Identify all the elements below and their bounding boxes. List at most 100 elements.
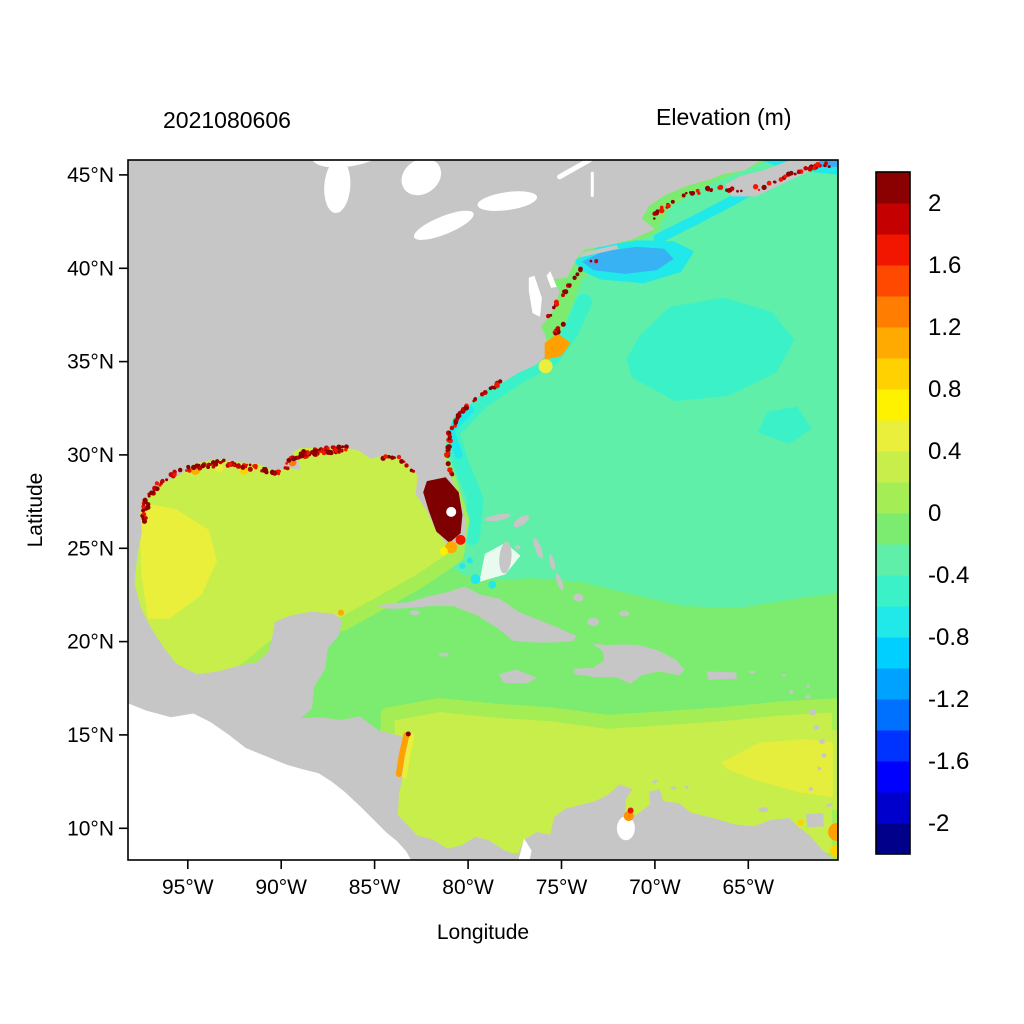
small-island <box>670 786 677 790</box>
small-island <box>821 753 827 758</box>
speckle <box>572 275 577 280</box>
speckle <box>736 189 739 193</box>
florida-yellow-spot <box>439 547 448 556</box>
speckle <box>445 449 448 452</box>
lake-maracaibo <box>616 816 635 841</box>
speckle <box>146 502 151 507</box>
gulf-of-uraba <box>518 838 532 860</box>
speckle <box>301 449 306 454</box>
colorbar-segment <box>876 761 910 793</box>
colorbar-tick-label: -0.8 <box>928 624 969 651</box>
speckle <box>186 464 191 469</box>
speckle <box>578 267 583 272</box>
small-island <box>513 515 530 528</box>
florida-orange-spot <box>445 541 458 554</box>
small-island <box>808 787 814 791</box>
cuba <box>375 586 577 643</box>
colorbar-segment <box>876 513 910 545</box>
small-island <box>485 513 511 522</box>
colorbar-tick-label: -1.2 <box>928 686 969 713</box>
colorbar: 2 1.6 1.2 0.8 0.4 0 -0.4 -0.8 -1.2 -1.6 -2 <box>875 171 969 855</box>
lake-okeechobee <box>446 506 457 517</box>
speckle <box>336 444 342 450</box>
speckle <box>783 174 788 179</box>
speckle <box>670 199 675 204</box>
speckle <box>328 450 334 456</box>
speckle <box>142 502 146 506</box>
hatteras-yellow-fringe <box>538 359 553 374</box>
speckle <box>704 185 711 192</box>
small-island <box>819 739 826 744</box>
speckle <box>299 453 305 459</box>
speckle <box>262 467 268 473</box>
speckle <box>141 514 145 519</box>
small-island <box>548 554 556 571</box>
speckle <box>447 451 451 455</box>
speckle <box>654 210 659 216</box>
speckle <box>387 454 391 459</box>
y-tick-label: 45°N <box>67 164 114 187</box>
speckle <box>144 516 148 520</box>
colorbar-segment <box>876 668 910 700</box>
hispaniola <box>573 643 685 684</box>
colorbar-segment <box>876 606 910 638</box>
x-axis-label: Longitude <box>436 921 530 944</box>
speckle <box>453 420 458 425</box>
colorbar-tick-label: -0.4 <box>928 562 969 589</box>
map-layers <box>128 160 838 860</box>
speckle <box>824 161 828 166</box>
speckle <box>152 490 155 494</box>
small-island <box>749 670 756 674</box>
speckle <box>447 430 452 435</box>
small-island <box>758 807 769 813</box>
speckle <box>399 458 405 464</box>
x-tick-label: 70°W <box>629 876 681 899</box>
colorbar-title: Elevation (m) <box>656 104 792 130</box>
speckle <box>197 463 201 467</box>
speckle <box>552 305 556 309</box>
speckle <box>177 467 183 473</box>
speckle <box>709 188 713 193</box>
nicaragua-orange-strip <box>395 731 410 778</box>
y-tick-label: 15°N <box>67 724 114 747</box>
small-island <box>533 537 543 559</box>
small-island <box>555 573 564 591</box>
small-island <box>499 541 512 574</box>
speckle <box>473 396 477 401</box>
speckle <box>206 462 211 467</box>
great-lake <box>324 160 351 214</box>
speckle <box>445 445 449 449</box>
maracaibo-red-spot <box>627 807 634 814</box>
colorbar-tick-label: 0.4 <box>928 438 961 465</box>
speckle <box>455 412 462 419</box>
small-island <box>806 684 811 688</box>
colorbar-tick-label: 1.2 <box>928 314 961 341</box>
speckle <box>291 456 297 462</box>
small-island <box>805 694 811 699</box>
colorbar-segment <box>876 637 910 669</box>
y-tick-label: 35°N <box>67 351 114 374</box>
speckle <box>218 460 223 465</box>
speckle <box>343 444 349 450</box>
speckle <box>549 313 553 317</box>
speckle <box>165 478 169 482</box>
small-island <box>781 674 786 677</box>
region-atlantic-teal <box>616 287 806 412</box>
coastal-speckles <box>140 161 831 524</box>
axes: 95°W 90°W 85°W 80°W 75°W 70°W 65°W 10°N 15°N 20°N… <box>67 164 774 899</box>
speckle <box>312 451 318 457</box>
small-island <box>514 545 521 550</box>
cyan-spot <box>459 563 466 569</box>
speckle <box>142 497 148 503</box>
delaware-bay <box>546 271 557 288</box>
yucatan-orange-spot <box>338 609 344 616</box>
colorbar-segment <box>876 172 910 204</box>
colorbar-segment <box>876 327 910 359</box>
small-island <box>573 593 584 602</box>
speckle <box>778 177 784 182</box>
nicaragua-yellow-strip <box>402 733 415 779</box>
speckle <box>396 454 402 460</box>
speckle <box>337 450 340 453</box>
speckle <box>689 191 695 196</box>
